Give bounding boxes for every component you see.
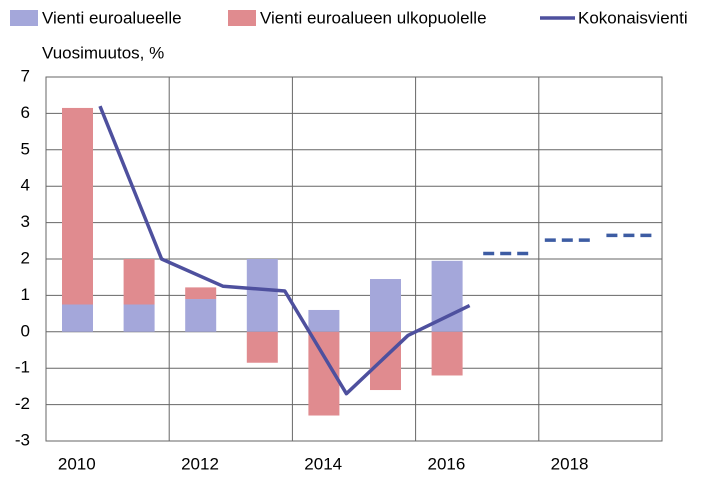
legend-label: Vienti euroalueen ulkopuolelle xyxy=(260,8,487,27)
bar xyxy=(246,331,278,363)
bar xyxy=(185,299,217,332)
bar xyxy=(62,304,93,332)
x-tick-label: 2016 xyxy=(427,454,465,473)
bar xyxy=(185,287,217,300)
bar xyxy=(308,309,340,332)
x-tick-label: 2014 xyxy=(304,454,342,473)
y-tick-label: 2 xyxy=(21,248,30,267)
y-tick-label: 4 xyxy=(21,176,30,195)
subtitle: Vuosimuutos, % xyxy=(42,43,164,62)
plot-frame xyxy=(45,76,663,442)
bar xyxy=(370,279,401,332)
bar xyxy=(62,107,93,305)
y-tick-label: -3 xyxy=(15,430,30,449)
legend-label: Vienti euroalueelle xyxy=(42,8,182,27)
legend-swatch xyxy=(10,10,38,26)
y-tick-label: -2 xyxy=(15,394,30,413)
bar xyxy=(431,331,463,376)
legend-label: Kokonaisvienti xyxy=(578,8,688,27)
y-tick-label: 0 xyxy=(21,321,30,340)
y-tick-label: 1 xyxy=(21,285,30,304)
bar xyxy=(123,304,155,332)
bar xyxy=(370,331,401,391)
bar xyxy=(123,259,155,305)
y-tick-label: -1 xyxy=(15,358,30,377)
y-tick-label: 7 xyxy=(21,66,30,85)
bar xyxy=(246,259,278,332)
y-tick-label: 3 xyxy=(21,212,30,231)
x-tick-label: 2018 xyxy=(551,454,589,473)
x-tick-label: 2010 xyxy=(58,454,96,473)
x-tick-label: 2012 xyxy=(181,454,219,473)
line xyxy=(98,105,471,396)
y-tick-label: 5 xyxy=(21,139,30,158)
y-tick-label: 6 xyxy=(21,103,30,122)
legend-swatch xyxy=(228,10,256,26)
